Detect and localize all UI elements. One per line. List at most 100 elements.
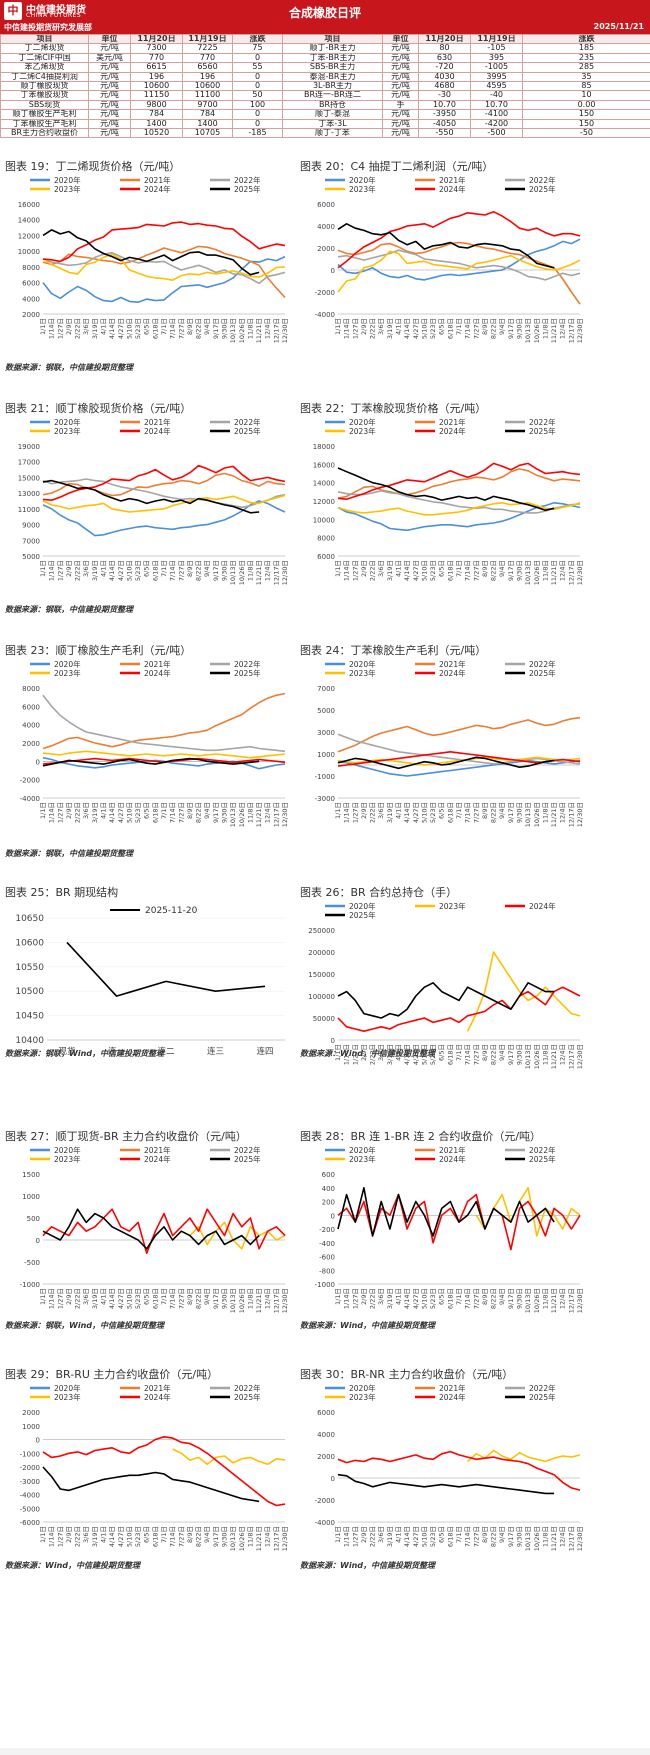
- x-tick-label: 12/4日: [264, 802, 272, 823]
- table-cell: SBS现货: [0, 99, 89, 111]
- x-tick-label: 1/14日: [343, 1288, 351, 1309]
- x-tick-label: 8/9日: [481, 1288, 489, 1305]
- x-tick-label: 9/30日: [516, 802, 524, 823]
- x-tick-label: 7/27日: [472, 1288, 480, 1309]
- x-tick-label: 3/19日: [91, 802, 99, 823]
- series-line-2025年: [337, 756, 555, 770]
- y-tick-label: 250000: [308, 927, 335, 935]
- table-cell: 75: [232, 43, 283, 54]
- x-tick-label: 2/22日: [74, 318, 82, 339]
- x-tick-label: 10/13日: [524, 1044, 532, 1069]
- x-tick-label: 9/4日: [203, 1526, 211, 1543]
- legend-label: 2022年: [529, 175, 556, 185]
- data-source: 数据来源：Wind，中信建投期货整理: [5, 1561, 140, 1570]
- legend-label: 2023年: [349, 184, 376, 194]
- x-tick-label: 3/19日: [386, 560, 394, 581]
- x-tick-label: 3/6日: [82, 560, 90, 577]
- legend-label: 2024年: [144, 668, 171, 678]
- y-tick-label: -2000: [315, 1497, 335, 1505]
- x-tick-label: 7/14日: [169, 1288, 177, 1309]
- table-cell: 元/吨: [88, 99, 131, 111]
- x-tick-label: 4/14日: [403, 1526, 411, 1547]
- table-row: 丁苯橡胶生产毛利 元/吨 1400 1400 0 丁苯-3L 元/吨 -4050 -4200 15…: [0, 118, 650, 130]
- x-tick-label: 7/27日: [177, 1288, 185, 1309]
- x-tick-label: 4/27日: [117, 802, 125, 823]
- y-tick-label: 6000: [317, 553, 335, 561]
- series-line-2024年: [42, 1436, 286, 1507]
- x-tick-label: 11/8日: [246, 1526, 254, 1547]
- x-tick-label: 9/4日: [203, 560, 211, 577]
- table-cell: 10.70: [418, 99, 471, 111]
- y-tick-label: 10600: [15, 938, 44, 948]
- x-tick-label: 4/14日: [108, 1288, 116, 1309]
- x-tick-label: 8/9日: [481, 1044, 489, 1061]
- legend-label: 2022年: [234, 659, 261, 669]
- x-tick-label: 9/4日: [498, 560, 506, 577]
- x-tick-label: 4/27日: [412, 560, 420, 581]
- x-tick-label: 4/1日: [100, 560, 108, 577]
- x-tick-label: 1/27日: [56, 1288, 64, 1309]
- x-tick-label: 6/5日: [438, 318, 446, 335]
- x-tick-label: 3/6日: [82, 1526, 90, 1543]
- y-tick-label: 8000: [22, 685, 40, 693]
- table-cell: 泰混-BR主力: [282, 71, 383, 83]
- table-cell: 元/吨: [88, 118, 131, 130]
- x-tick-label: 7/1日: [455, 1288, 463, 1305]
- x-tick-label: 3/19日: [91, 318, 99, 339]
- table-cell: 0: [232, 109, 283, 120]
- y-tick-label: 6000: [317, 1409, 335, 1417]
- series-line-2023年: [180, 1221, 286, 1250]
- table-cell: 苯乙烯现货: [0, 62, 89, 73]
- table-cell: 6615: [130, 62, 183, 73]
- legend-label: 2021年: [439, 175, 466, 185]
- table-cell: 50: [232, 90, 283, 101]
- table-cell: 0: [232, 118, 283, 130]
- x-tick-label: 7/1日: [455, 802, 463, 819]
- table-cell: 元/吨: [382, 52, 419, 64]
- x-tick-label: 9/4日: [203, 318, 211, 335]
- page-footer: [0, 1748, 650, 1755]
- y-tick-label: 100000: [308, 993, 335, 1001]
- legend-label: 2023年: [349, 668, 376, 678]
- y-tick-label: 6000: [22, 280, 40, 288]
- chart-c25: 2025-11-20 10400 10450 10500 10550 10600 10650…: [15, 906, 285, 1057]
- x-tick-label: 4/1日: [100, 1288, 108, 1305]
- x-tick-label: 11/21日: [550, 1044, 558, 1069]
- legend-label: 2020年: [349, 1383, 376, 1393]
- legend-label: 2025年: [529, 1154, 556, 1164]
- x-tick-label: 6/5日: [438, 560, 446, 577]
- x-tick-label: 9/30日: [516, 318, 524, 339]
- chart-title: 图表 28：BR 连 1-BR 连 2 合约收盘价（元/吨）: [300, 1130, 542, 1143]
- chart-c22: 2020年 2021年 2022年 2023年 2024年 2025年 6000 8000 10…: [313, 417, 584, 585]
- x-tick-label: 3/6日: [82, 1288, 90, 1305]
- x-tick-label: 5/23日: [134, 1288, 142, 1309]
- table-cell: BR持仓: [282, 99, 383, 111]
- x-tick-label: 4/27日: [117, 560, 125, 581]
- x-tick-label: 8/22日: [195, 1526, 203, 1547]
- x-tick-label: 7/14日: [464, 318, 472, 339]
- brand-name-en: CHINA FUTURES: [26, 12, 82, 19]
- x-tick-label: 8/9日: [186, 802, 194, 819]
- table-cell: 150: [522, 109, 650, 120]
- legend-label: 2021年: [144, 1145, 171, 1155]
- x-tick-label: 11/8日: [541, 318, 549, 339]
- x-tick-label: 9/17日: [507, 318, 515, 339]
- y-tick-label: 8000: [22, 264, 40, 272]
- x-tick-label: 7/14日: [169, 1526, 177, 1547]
- y-tick-label: -5000: [20, 1505, 40, 1513]
- series-line-2025-11-20: [66, 941, 266, 997]
- legend-label: 2025年: [234, 426, 261, 436]
- x-tick-label: 7/1日: [160, 1288, 168, 1305]
- x-tick-label: 6/18日: [151, 802, 159, 823]
- x-tick-label: 10/26日: [533, 1288, 541, 1313]
- legend-label: 2023年: [54, 668, 81, 678]
- x-tick-label: 10/26日: [238, 318, 246, 343]
- series-line-2022年: [337, 490, 581, 514]
- x-tick-label: 8/9日: [186, 318, 194, 335]
- x-tick-label: 1/1日: [39, 802, 47, 819]
- x-tick-label: 8/22日: [195, 802, 203, 823]
- series-line-2023年: [337, 756, 581, 766]
- x-tick-label: 10/26日: [533, 1526, 541, 1551]
- x-tick-label: 5/10日: [420, 560, 428, 581]
- x-tick-label: 1/14日: [48, 560, 56, 581]
